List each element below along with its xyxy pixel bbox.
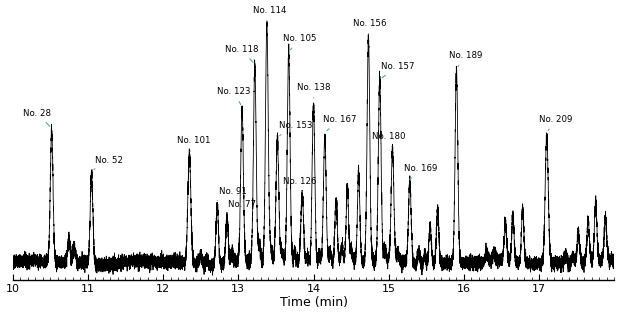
X-axis label: Time (min): Time (min) [280, 296, 347, 309]
Text: No. 180: No. 180 [372, 132, 405, 147]
Text: No. 126: No. 126 [283, 177, 317, 192]
Text: No. 101: No. 101 [177, 136, 210, 151]
Text: No. 91: No. 91 [217, 187, 247, 201]
Text: No. 153: No. 153 [279, 122, 312, 135]
Text: No. 209: No. 209 [539, 115, 573, 130]
Text: No. 167: No. 167 [322, 115, 356, 131]
Text: No. 123: No. 123 [217, 87, 250, 105]
Text: No. 157: No. 157 [381, 62, 415, 78]
Text: No. 169: No. 169 [404, 164, 437, 180]
Text: No. 52: No. 52 [94, 156, 123, 169]
Text: No. 28: No. 28 [23, 109, 51, 126]
Text: No. 77: No. 77 [227, 200, 257, 214]
Text: No. 138: No. 138 [297, 83, 330, 98]
Text: No. 189: No. 189 [449, 51, 482, 66]
Text: No. 105: No. 105 [283, 34, 317, 49]
Text: No. 114: No. 114 [254, 7, 287, 22]
Text: No. 118: No. 118 [224, 45, 258, 62]
Text: No. 156: No. 156 [353, 19, 386, 34]
